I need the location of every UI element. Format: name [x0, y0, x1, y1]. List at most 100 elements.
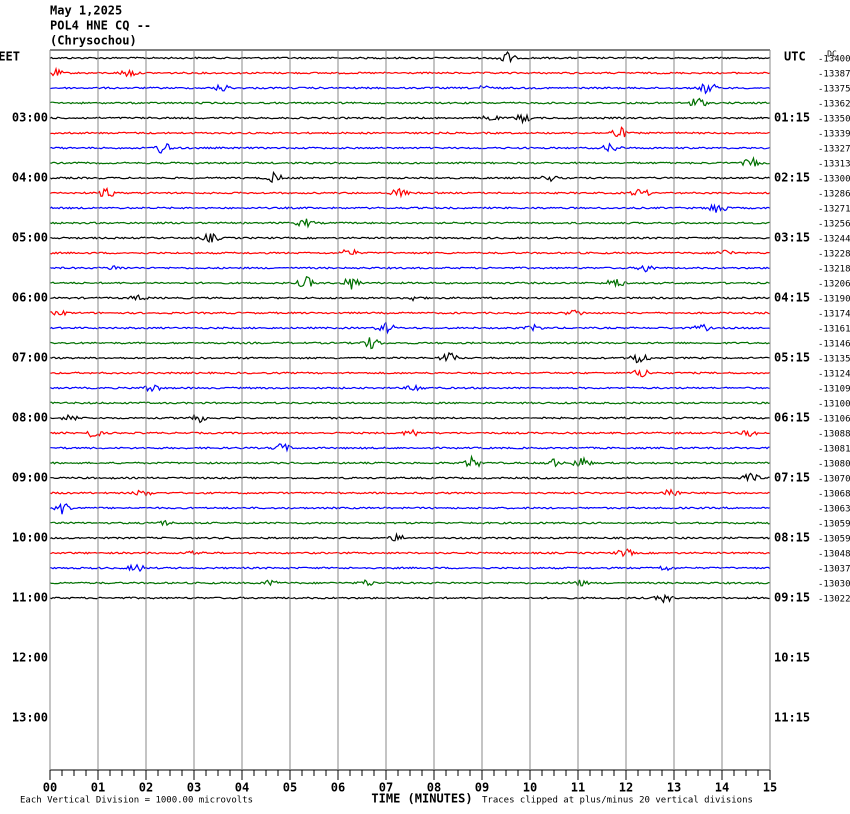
trace [49, 472, 771, 483]
x-tick-label: 03 [187, 781, 201, 795]
utc-label: 02:15 [774, 171, 810, 185]
trace [49, 66, 771, 78]
trace [49, 337, 771, 350]
traces [49, 51, 771, 604]
dc-offset: -13375 [818, 85, 850, 95]
dc-offset: -13135 [818, 355, 850, 365]
trace [49, 428, 771, 438]
dc-offset: -13088 [818, 430, 850, 440]
trace [49, 232, 771, 244]
x-tick-label: 07 [379, 781, 393, 795]
x-axis-title: TIME (MINUTES) [371, 792, 472, 806]
trace [49, 368, 771, 378]
x-tick-label: 12 [619, 781, 633, 795]
eet-label: 06:00 [12, 291, 48, 305]
utc-label: 10:15 [774, 651, 810, 665]
trace [49, 579, 771, 588]
utc-label: 03:15 [774, 231, 810, 245]
trace [49, 443, 770, 453]
trace [49, 502, 771, 515]
dc-title: DC [827, 50, 837, 59]
dc-offset: -13022 [818, 595, 850, 605]
utc-label: 11:15 [774, 711, 810, 725]
dc-offset: -13063 [818, 505, 850, 515]
utc-label: 04:15 [774, 291, 810, 305]
dc-offset: -13218 [818, 265, 850, 275]
trace [50, 519, 771, 527]
trace [49, 593, 770, 604]
x-tick-label: 00 [43, 781, 57, 795]
dc-offset: -13400 [818, 55, 850, 65]
trace [49, 488, 771, 498]
x-tick-label: 01 [91, 781, 105, 795]
dc-offset: -13244 [818, 235, 850, 245]
dc-offset: -13100 [818, 400, 850, 410]
trace [49, 531, 771, 542]
eet-label: 05:00 [12, 231, 48, 245]
dc-offset: -13271 [818, 205, 850, 215]
dc-offset: -13081 [818, 445, 850, 455]
trace [49, 186, 771, 199]
eet-label: 11:00 [12, 591, 48, 605]
scale-note: Each Vertical Division = 1000.00 microvo… [20, 796, 253, 806]
dc-offset: -13146 [818, 340, 850, 350]
dc-offset: -13206 [818, 280, 850, 290]
dc-offset: -13174 [818, 310, 850, 320]
utc-label: 05:15 [774, 351, 810, 365]
utc-label: 06:15 [774, 411, 810, 425]
trace [49, 112, 771, 125]
dc-offset: -13124 [818, 370, 850, 380]
dc-offset: -13068 [818, 490, 850, 500]
station: POL4 HNE CQ -- [50, 19, 151, 33]
x-tick-label: 11 [571, 781, 585, 795]
trace [49, 51, 771, 64]
eet-label: 09:00 [12, 471, 48, 485]
dc-offset: -13048 [818, 550, 850, 560]
eet-label: 07:00 [12, 351, 48, 365]
x-tick-label: 10 [523, 781, 537, 795]
x-tick-label: 08 [427, 781, 441, 795]
eet-label: 08:00 [12, 411, 48, 425]
trace [49, 264, 771, 273]
trace [50, 155, 771, 167]
x-tick-label: 05 [283, 781, 297, 795]
eet-label: 10:00 [12, 531, 48, 545]
dc-offset: -13256 [818, 220, 850, 230]
trace [49, 276, 771, 290]
trace [49, 383, 771, 393]
dc-offset: -13350 [818, 115, 850, 125]
dc-offset: -13161 [818, 325, 850, 335]
eet-label: 12:00 [12, 651, 48, 665]
date: May 1,2025 [50, 4, 122, 18]
x-tick-label: 15 [763, 781, 777, 795]
eet-label: 13:00 [12, 711, 48, 725]
trace [49, 548, 771, 558]
x-tick-label: 09 [475, 781, 489, 795]
trace [50, 309, 771, 317]
left-axis-title: EET [0, 50, 20, 64]
x-tick-label: 06 [331, 781, 345, 795]
dc-offset: -13313 [818, 160, 850, 170]
x-tick-label: 14 [715, 781, 729, 795]
clip-note: Traces clipped at plus/minus 20 vertical… [482, 796, 753, 806]
dc-offset: -13037 [818, 565, 850, 575]
x-tick-label: 13 [667, 781, 681, 795]
dc-offset: -13300 [818, 175, 850, 185]
trace [49, 320, 771, 335]
utc-label: 07:15 [774, 471, 810, 485]
dc-offset: -13059 [818, 520, 850, 530]
trace [49, 454, 771, 468]
dc-offset: -13030 [818, 580, 850, 590]
trace [49, 83, 771, 95]
dc-offset: -13362 [818, 100, 850, 110]
dc-offset: -13059 [818, 535, 850, 545]
trace [49, 126, 771, 138]
trace [49, 203, 771, 213]
utc-label: 01:15 [774, 111, 810, 125]
x-tick-label: 02 [139, 781, 153, 795]
trace [49, 401, 771, 405]
dc-offset: -13228 [818, 250, 850, 260]
dc-offset: -13106 [818, 415, 850, 425]
dc-offset: -13327 [818, 145, 850, 155]
